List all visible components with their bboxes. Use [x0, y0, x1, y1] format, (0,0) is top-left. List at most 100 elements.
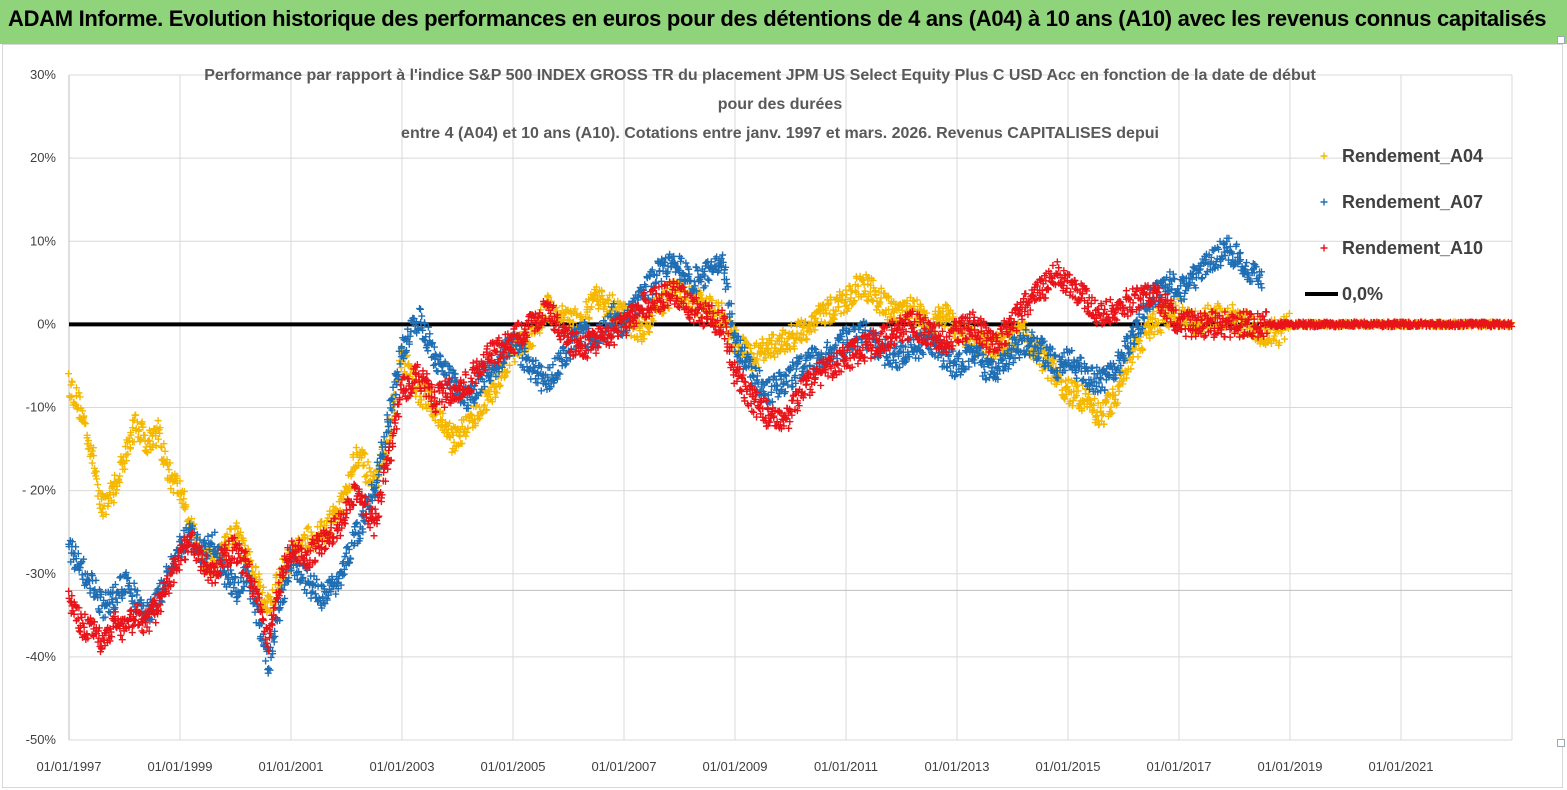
- data-point: [65, 370, 73, 378]
- data-point: [822, 309, 830, 317]
- data-point: [434, 368, 442, 376]
- data-point: [488, 398, 496, 406]
- data-point: [753, 372, 761, 380]
- data-point: [471, 420, 479, 428]
- data-point: [276, 617, 284, 625]
- data-point: [604, 297, 612, 305]
- data-point: [304, 523, 312, 531]
- x-tick-label: 01/01/2019: [1257, 759, 1322, 774]
- data-point: [537, 363, 545, 371]
- data-point: [361, 450, 369, 458]
- data-point: [380, 433, 388, 441]
- data-point: [536, 362, 544, 370]
- data-point: [88, 459, 96, 467]
- data-points: [65, 234, 1516, 677]
- data-point: [609, 291, 617, 299]
- data-point: [486, 377, 494, 385]
- data-point: [154, 417, 162, 425]
- data-point: [939, 304, 947, 312]
- data-point: [405, 338, 413, 346]
- data-point: [237, 528, 245, 536]
- data-point: [368, 497, 376, 505]
- data-point: [180, 488, 188, 496]
- data-point: [428, 339, 436, 347]
- data-point: [771, 353, 779, 361]
- data-point: [752, 339, 760, 347]
- y-tick-label: 0%: [37, 316, 56, 331]
- data-point: [211, 579, 219, 587]
- data-point: [347, 555, 355, 563]
- data-point: [92, 576, 100, 584]
- data-point: [76, 393, 84, 401]
- data-point: [359, 528, 367, 536]
- data-point: [663, 273, 671, 281]
- data-point: [875, 288, 883, 296]
- data-point: [188, 522, 196, 530]
- data-point: [476, 414, 484, 422]
- data-point: [1154, 319, 1162, 327]
- data-point: [88, 447, 96, 455]
- data-point: [856, 272, 864, 280]
- data-point: [1085, 390, 1093, 398]
- data-point: [773, 382, 781, 390]
- data-point: [65, 587, 73, 595]
- data-point: [269, 586, 277, 594]
- data-point: [1264, 328, 1272, 336]
- data-point: [113, 482, 121, 490]
- data-point: [160, 440, 168, 448]
- data-point: [934, 303, 942, 311]
- data-point: [324, 591, 332, 599]
- data-point: [332, 590, 340, 598]
- data-point: [876, 298, 884, 306]
- data-point: [364, 458, 372, 466]
- data-point: [443, 421, 451, 429]
- data-point: [923, 309, 931, 317]
- data-point: [359, 462, 367, 470]
- data-point: [645, 328, 653, 336]
- data-point: [746, 355, 754, 363]
- data-point: [770, 372, 778, 380]
- data-point: [316, 523, 324, 531]
- data-point: [327, 588, 335, 596]
- data-point: [252, 563, 260, 571]
- data-point: [133, 587, 141, 595]
- data-point: [1066, 397, 1074, 405]
- data-point: [128, 629, 136, 637]
- data-point: [358, 512, 366, 520]
- data-point: [704, 275, 712, 283]
- x-axis: 01/01/1997 01/01/1999 01/01/2001 01/01/2003…: [36, 759, 1433, 774]
- data-point: [528, 357, 536, 365]
- data-point: [385, 427, 393, 435]
- data-point: [139, 601, 147, 609]
- data-point: [329, 575, 337, 583]
- data-point: [392, 391, 400, 399]
- data-point: [556, 370, 564, 378]
- data-point: [182, 503, 190, 511]
- data-point: [784, 381, 792, 389]
- data-point: [498, 363, 506, 371]
- data-point: [100, 596, 108, 604]
- data-point: [799, 323, 807, 331]
- data-point: [318, 604, 326, 612]
- data-point: [135, 427, 143, 435]
- data-point: [138, 418, 146, 426]
- data-point: [1099, 410, 1107, 418]
- data-point: [734, 332, 742, 340]
- data-point: [96, 608, 104, 616]
- data-point: [139, 629, 147, 637]
- x-tick-label: 01/01/2007: [591, 759, 656, 774]
- data-point: [90, 452, 98, 460]
- data-point: [464, 401, 472, 409]
- data-point: [476, 388, 484, 396]
- data-point: [917, 302, 925, 310]
- data-point: [636, 327, 644, 335]
- data-point: [318, 518, 326, 526]
- data-point: [337, 581, 345, 589]
- data-point: [766, 376, 774, 384]
- data-point: [455, 431, 463, 439]
- data-point: [165, 466, 173, 474]
- data-point: [1057, 378, 1065, 386]
- data-point: [255, 570, 263, 578]
- data-point: [412, 319, 420, 327]
- data-point: [265, 665, 273, 673]
